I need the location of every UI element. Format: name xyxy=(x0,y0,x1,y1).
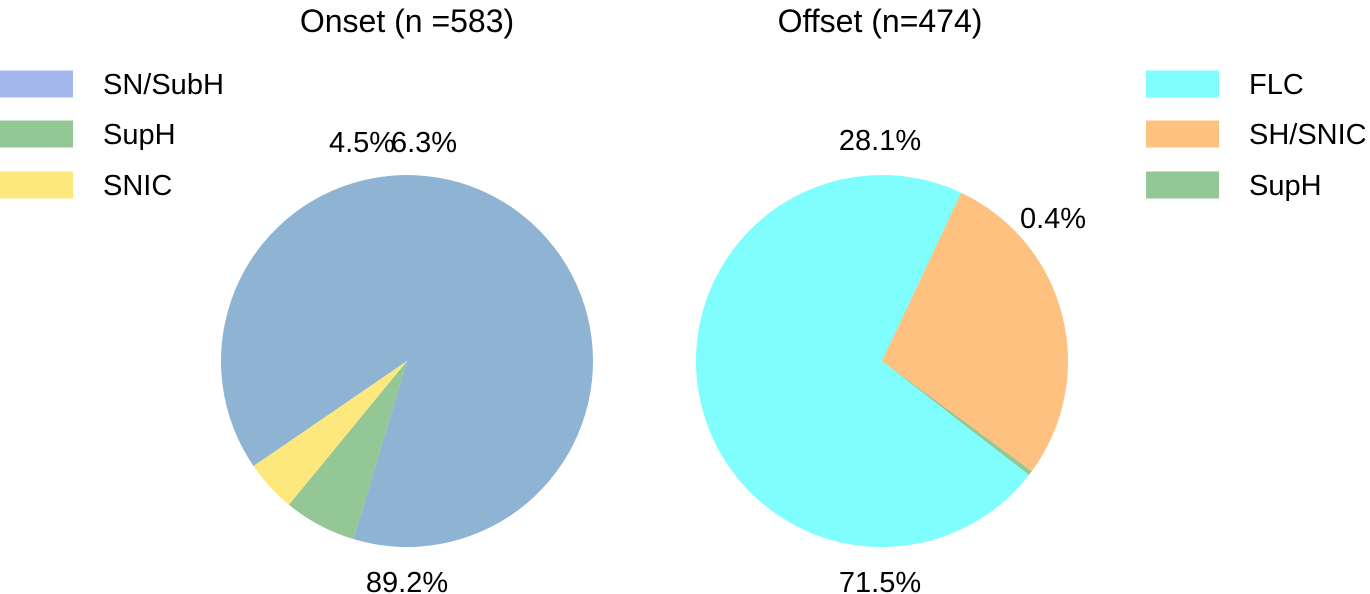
legend-swatch-suph xyxy=(1146,171,1219,199)
legend-label-snic: SNIC xyxy=(103,170,172,202)
pie-slice-suph xyxy=(288,361,407,540)
pct-label-sn-subh: 89.2% xyxy=(366,567,448,594)
legend-label-sh-snic: SH/SNIC xyxy=(1249,119,1367,151)
pie-slice-suph xyxy=(882,361,1032,475)
legend-swatch-sh-snic xyxy=(1146,120,1219,148)
legend-swatch-snic xyxy=(0,171,73,199)
pct-label-suph: 6.3% xyxy=(391,127,457,159)
chart-title: Onset (n =583) xyxy=(300,3,514,39)
pct-label-flc: 71.5% xyxy=(839,567,921,594)
legend-label-sn-subh: SN/SubH xyxy=(103,69,224,101)
pie-slice-sn-subh xyxy=(221,175,594,548)
chart-title: Offset (n=474) xyxy=(778,3,983,39)
pie-slice-snic xyxy=(253,361,407,505)
legend-swatch-flc xyxy=(1146,70,1219,98)
legend-swatch-sn-subh xyxy=(0,70,73,98)
legend: SN/SubH SupH SNIC xyxy=(0,69,224,202)
pie-slice-sh-snic xyxy=(882,192,1069,472)
legend: FLC SH/SNIC SupH xyxy=(1146,69,1367,202)
legend-label-suph: SupH xyxy=(1249,170,1322,202)
onset-pie-chart: Onset (n =583)89.2%6.3%4.5%SN/SubHSupHSN… xyxy=(0,3,594,594)
pct-label-snic: 4.5% xyxy=(329,127,395,159)
legend-label-suph: SupH xyxy=(103,119,176,151)
offset-pie-chart: Offset (n=474) 71.5% 28.1% 0.4% FLC SH/SNIC Su… xyxy=(696,3,1367,594)
legend-label-flc: FLC xyxy=(1249,69,1304,101)
pie-slice-flc xyxy=(696,175,1029,548)
pct-label-suph: 0.4% xyxy=(1020,203,1086,235)
pct-label-sh-snic: 28.1% xyxy=(839,125,921,157)
legend-swatch-suph xyxy=(0,120,73,148)
